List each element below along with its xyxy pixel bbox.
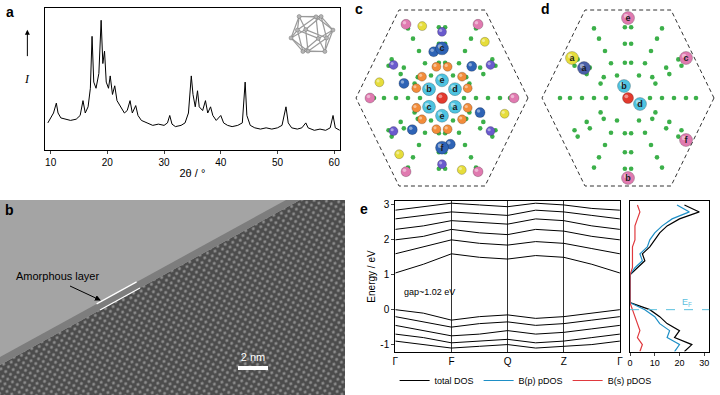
svg-text:Γ: Γ — [393, 356, 399, 367]
svg-text:3: 3 — [384, 199, 390, 210]
svg-text:10: 10 — [650, 358, 660, 368]
svg-text:total DOS: total DOS — [435, 376, 474, 386]
svg-text:a: a — [569, 53, 575, 63]
svg-text:f: f — [685, 135, 689, 145]
svg-text:10: 10 — [45, 157, 57, 168]
svg-text:b: b — [621, 81, 627, 91]
svg-text:a: a — [452, 102, 458, 112]
svg-text:20: 20 — [674, 358, 684, 368]
svg-text:Q: Q — [504, 356, 512, 367]
svg-text:d: d — [452, 84, 458, 94]
svg-text:c: c — [427, 102, 432, 112]
svg-text:60: 60 — [329, 157, 341, 168]
svg-text:B(s) pDOS: B(s) pDOS — [608, 376, 652, 386]
svg-text:Γ: Γ — [617, 356, 623, 367]
svg-text:c: c — [439, 43, 444, 53]
svg-text:b: b — [426, 84, 432, 94]
svg-text:a: a — [581, 63, 587, 73]
svg-text:20: 20 — [102, 157, 114, 168]
svg-text:F: F — [448, 356, 454, 367]
svg-text:2: 2 — [384, 234, 390, 245]
svg-text:d: d — [637, 99, 643, 109]
svg-text:f: f — [441, 143, 445, 153]
svg-text:a: a — [6, 4, 14, 20]
svg-text:0: 0 — [384, 304, 390, 315]
svg-text:40: 40 — [215, 157, 227, 168]
svg-text:e: e — [360, 201, 368, 217]
svg-text:e: e — [625, 13, 630, 23]
svg-text:30: 30 — [699, 358, 709, 368]
svg-text:E​F​: E​F​ — [682, 297, 692, 308]
svg-text:gap~1.02 eV: gap~1.02 eV — [404, 287, 455, 297]
svg-text:b: b — [5, 202, 14, 218]
svg-text:Energy / eV: Energy / eV — [366, 250, 377, 303]
svg-text:30: 30 — [159, 157, 171, 168]
svg-text:-1: -1 — [380, 339, 389, 350]
svg-text:e: e — [439, 111, 444, 121]
svg-text:b: b — [625, 173, 631, 183]
svg-text:c: c — [355, 1, 363, 17]
svg-text:2θ / °: 2θ / ° — [180, 167, 206, 179]
svg-text:2 nm: 2 nm — [241, 351, 265, 363]
svg-text:Z: Z — [561, 356, 567, 367]
svg-text:B(p) pDOS: B(p) pDOS — [519, 376, 563, 386]
svg-text:e: e — [439, 75, 444, 85]
svg-text:1: 1 — [384, 269, 390, 280]
svg-text:I: I — [24, 72, 30, 86]
svg-text:50: 50 — [272, 157, 284, 168]
svg-text:0: 0 — [627, 358, 632, 368]
svg-text:d: d — [541, 1, 550, 17]
svg-text:c: c — [683, 53, 688, 63]
svg-text:Amorphous layer: Amorphous layer — [16, 270, 99, 282]
